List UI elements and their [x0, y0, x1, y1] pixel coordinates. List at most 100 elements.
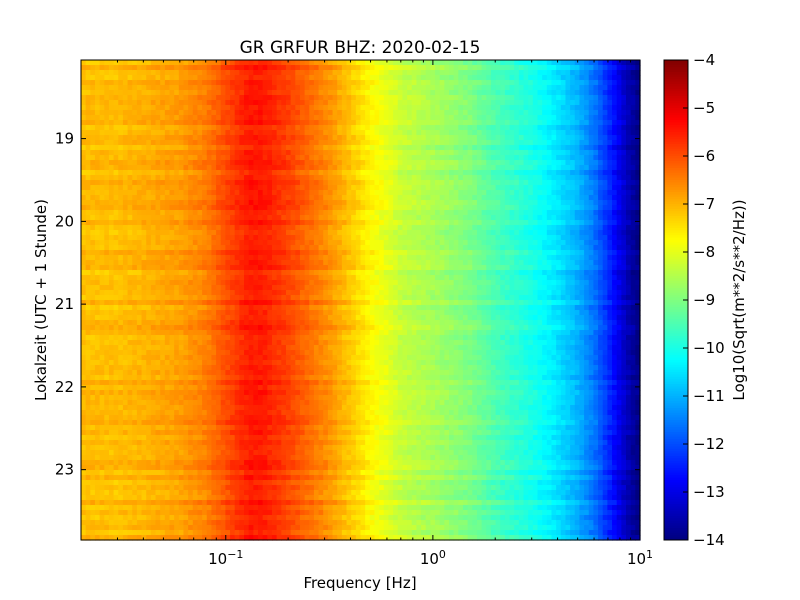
heatmap-cell: [164, 515, 171, 521]
heatmap-cell: [230, 490, 236, 496]
heatmap-cell: [118, 385, 124, 391]
heatmap-cell: [160, 205, 166, 211]
heatmap-cell: [164, 420, 171, 426]
heatmap-cell: [188, 105, 194, 111]
heatmap-cell: [113, 310, 119, 316]
heatmap-cell: [85, 515, 91, 521]
heatmap-cell: [253, 100, 259, 106]
heatmap-cell: [174, 245, 180, 251]
heatmap-cell: [230, 255, 236, 261]
heatmap-cell: [85, 335, 91, 341]
heatmap-cell: [192, 200, 199, 206]
heatmap-cell: [295, 405, 301, 411]
heatmap-cell: [118, 450, 124, 456]
heatmap-cell: [174, 480, 180, 486]
heatmap-cell: [225, 220, 231, 226]
heatmap-cell: [304, 385, 310, 391]
heatmap-cell: [90, 275, 96, 281]
heatmap-cell: [239, 410, 245, 416]
heatmap-cell: [244, 205, 250, 211]
heatmap-cell: [118, 400, 124, 406]
heatmap-cell: [206, 75, 213, 81]
heatmap-cell: [244, 175, 250, 181]
heatmap-cell: [290, 510, 296, 516]
heatmap-cell: [127, 265, 133, 271]
heatmap-cell: [146, 110, 152, 116]
heatmap-cell: [313, 460, 320, 466]
heatmap-cell: [239, 480, 245, 486]
heatmap-cell: [244, 115, 250, 121]
heatmap-cell: [160, 305, 166, 311]
heatmap-cell: [202, 295, 208, 301]
heatmap-cell: [155, 480, 161, 486]
heatmap-cell: [183, 270, 189, 276]
heatmap-cell: [188, 135, 194, 141]
heatmap-cell: [216, 515, 222, 521]
heatmap-cell: [244, 435, 250, 441]
heatmap-cell: [197, 150, 203, 156]
heatmap-cell: [304, 310, 310, 316]
heatmap-cell: [141, 475, 147, 481]
heatmap-cell: [99, 340, 105, 346]
heatmap-cell: [234, 240, 240, 246]
heatmap-cell: [285, 260, 292, 266]
heatmap-cell: [122, 375, 129, 381]
heatmap-cell: [178, 490, 185, 496]
heatmap-cell: [150, 400, 157, 406]
heatmap-cell: [118, 75, 124, 81]
heatmap-cell: [192, 300, 199, 306]
heatmap-cell: [94, 175, 101, 181]
heatmap-cell: [271, 230, 278, 236]
heatmap-cell: [234, 210, 240, 216]
heatmap-cell: [178, 280, 185, 286]
heatmap-cell: [150, 160, 157, 166]
heatmap-cell: [295, 335, 301, 341]
heatmap-cell: [174, 155, 180, 161]
heatmap-cell: [197, 70, 203, 76]
heatmap-cell: [262, 160, 268, 166]
heatmap-cell: [313, 205, 320, 211]
heatmap-cell: [313, 320, 320, 326]
heatmap-cell: [122, 90, 129, 96]
heatmap-cell: [90, 145, 96, 151]
heatmap-cell: [211, 485, 217, 491]
heatmap-cell: [313, 305, 320, 311]
heatmap-cell: [211, 120, 217, 126]
heatmap-cell: [136, 280, 143, 286]
heatmap-cell: [206, 350, 213, 356]
heatmap-cell: [258, 460, 264, 466]
heatmap-cell: [164, 155, 171, 161]
heatmap-cell: [295, 155, 301, 161]
heatmap-cell: [216, 425, 222, 431]
heatmap-cell: [230, 200, 236, 206]
heatmap-cell: [290, 300, 296, 306]
heatmap-cell: [202, 135, 208, 141]
heatmap-cell: [253, 370, 259, 376]
heatmap-cell: [81, 110, 87, 116]
heatmap-cell: [160, 120, 166, 126]
heatmap-cell: [202, 115, 208, 121]
heatmap-cell: [202, 340, 208, 346]
heatmap-cell: [267, 160, 273, 166]
heatmap-cell: [192, 95, 199, 101]
heatmap-cell: [81, 420, 87, 426]
heatmap-cell: [267, 410, 273, 416]
heatmap-cell: [164, 375, 171, 381]
heatmap-cell: [122, 295, 129, 301]
heatmap-cell: [285, 180, 292, 186]
heatmap-cell: [164, 245, 171, 251]
heatmap-cell: [262, 460, 268, 466]
heatmap-cell: [155, 225, 161, 231]
heatmap-cell: [122, 265, 129, 271]
heatmap-cell: [271, 380, 278, 386]
heatmap-cell: [197, 270, 203, 276]
heatmap-cell: [127, 205, 133, 211]
heatmap-cell: [313, 340, 320, 346]
heatmap-cell: [141, 525, 147, 531]
heatmap-cell: [267, 195, 273, 201]
heatmap-cell: [104, 245, 110, 251]
heatmap-cell: [309, 525, 315, 531]
heatmap-cell: [113, 90, 119, 96]
heatmap-cell: [239, 500, 245, 506]
heatmap-cell: [299, 285, 306, 291]
